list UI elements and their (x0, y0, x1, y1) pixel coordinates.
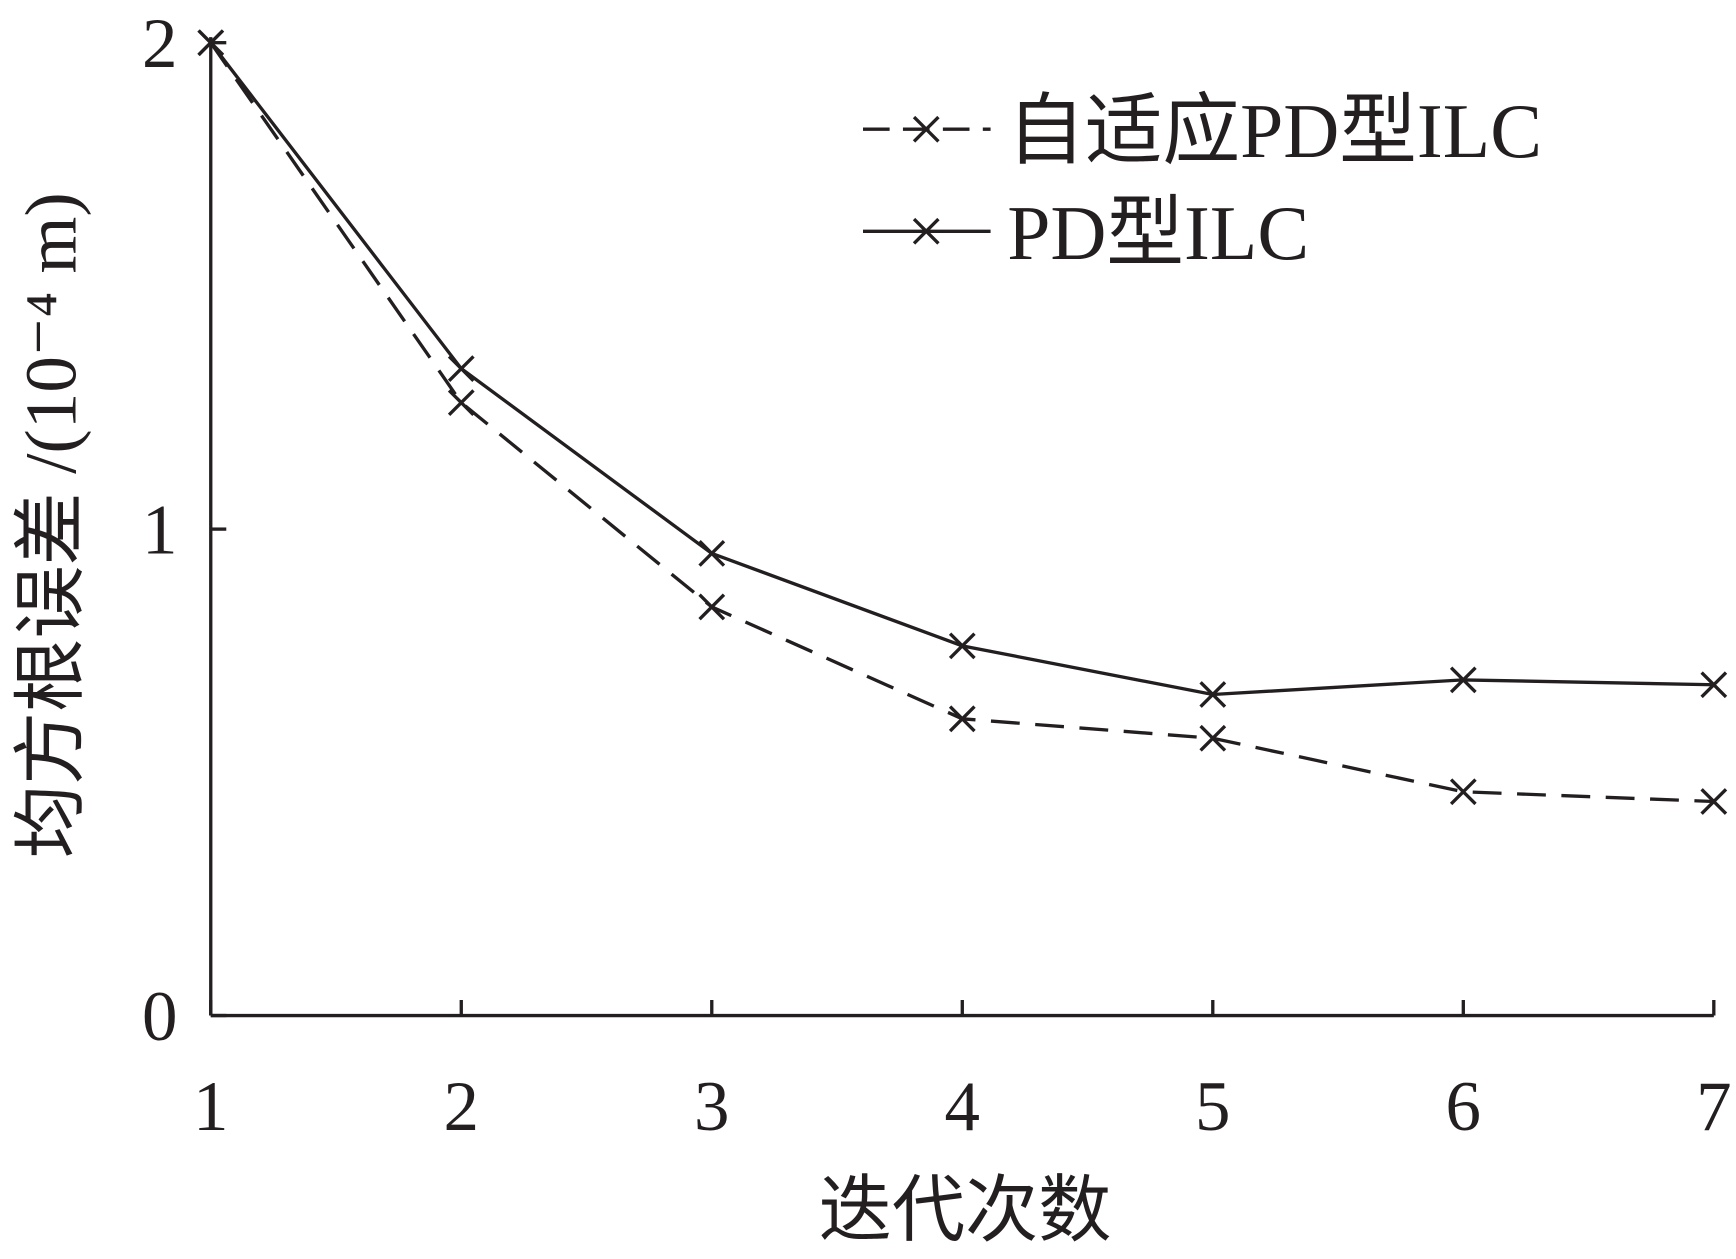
point-marker (948, 705, 976, 733)
legend-marker (912, 217, 940, 245)
x-tick-label: 5 (1195, 1068, 1231, 1146)
point-marker (1700, 671, 1728, 699)
x-axis-label: 迭代次数 (819, 1170, 1112, 1251)
point-marker (447, 355, 475, 382)
x-tick-label: 4 (945, 1068, 981, 1146)
x-tick-label: 1 (193, 1068, 229, 1146)
x-tick-label: 2 (444, 1068, 480, 1146)
x-tick-label: 6 (1446, 1068, 1482, 1146)
legend-marker (912, 115, 940, 143)
point-marker (948, 632, 976, 660)
point-marker (1449, 666, 1477, 694)
point-marker (698, 540, 726, 567)
x-tick-label: 7 (1696, 1068, 1732, 1146)
legend-label: PD型ILC (1007, 190, 1309, 276)
point-marker (447, 389, 475, 417)
y-axis-label: 均方根误差 /(10⁻⁴ m) (10, 192, 91, 858)
point-marker (1199, 681, 1227, 708)
point-marker (1449, 778, 1477, 806)
y-tick-label: 0 (142, 978, 177, 1056)
legend-label: 自适应PD型ILC (1007, 88, 1542, 174)
x-tick-label: 3 (694, 1068, 730, 1146)
point-marker (698, 593, 726, 621)
point-marker (1700, 788, 1728, 815)
point-marker (1199, 724, 1227, 752)
y-tick-label: 1 (142, 492, 177, 570)
y-tick-label: 2 (142, 5, 177, 83)
point-marker (197, 29, 225, 57)
